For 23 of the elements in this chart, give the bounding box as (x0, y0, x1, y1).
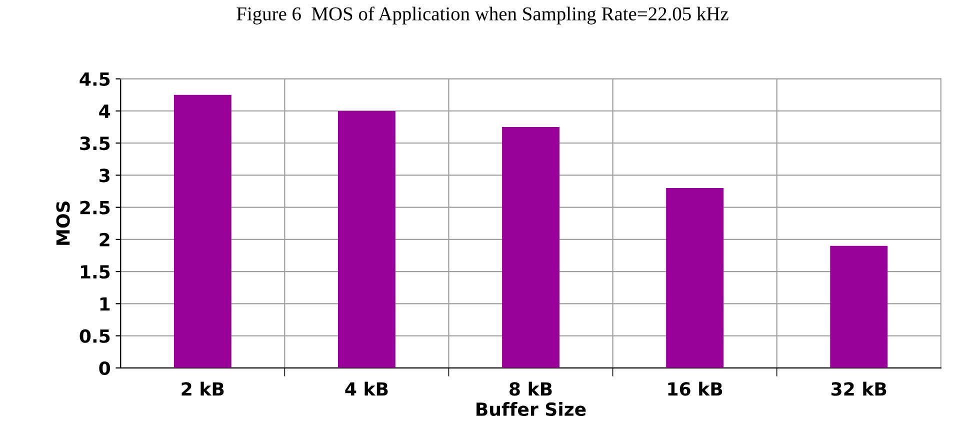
y-tick-label: 3 (100, 168, 110, 182)
bar (666, 188, 724, 368)
y-axis-title: MOS (56, 202, 70, 245)
bar (338, 110, 396, 368)
y-tick-label: 1 (100, 297, 110, 311)
y-tick-label: 4 (99, 104, 110, 118)
chart-title: Figure 6 MOS of Application when Sampling Rate=22.05 kHz (236, 6, 728, 24)
x-tick-label: 2 kB (182, 382, 224, 396)
bar (830, 246, 888, 368)
y-tick-label: 3.5 (80, 136, 110, 150)
x-tick-label: 8 kB (510, 382, 552, 396)
y-tick-label: 2.5 (80, 200, 110, 214)
bar (174, 94, 232, 368)
y-tick-label: 2 (100, 232, 110, 246)
bar (502, 127, 560, 368)
y-tick-label: 0.5 (80, 329, 110, 343)
y-tick-label: 1.5 (80, 265, 110, 279)
x-axis-title: Buffer Size (476, 402, 586, 416)
x-tick-label: 16 kB (668, 382, 722, 396)
x-tick-label: 4 kB (345, 382, 388, 396)
y-tick-label: 4.5 (80, 72, 110, 86)
x-tick-label: 32 kB (831, 382, 886, 396)
y-tick-label: 0 (99, 361, 110, 376)
